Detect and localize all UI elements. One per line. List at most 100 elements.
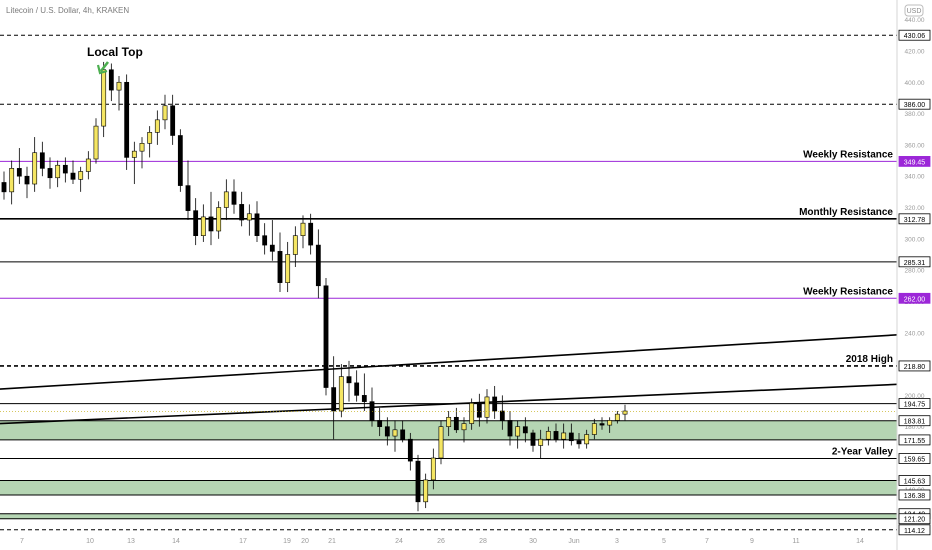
price-tick: 420.00 (905, 48, 925, 55)
currency-label: USD (907, 8, 922, 15)
level-annotation: Weekly Resistance (803, 149, 893, 160)
candle-body (216, 207, 222, 232)
support-zone (0, 513, 897, 519)
candle-body (108, 69, 114, 91)
price-tick: 280.00 (905, 268, 925, 275)
price-label-box (898, 415, 931, 427)
candle-body (423, 479, 429, 503)
currency-badge[interactable] (904, 4, 924, 17)
price-label: 312.78 (904, 217, 926, 224)
price-tick: 360.00 (905, 142, 925, 149)
price-axis-level-labels: 430.06 386.00 349.45 312.78 285.31 262.00 218.… (898, 29, 931, 536)
level-annotation: 2018 High (846, 354, 893, 365)
price-label: 218.80 (904, 364, 926, 371)
candle-body (39, 152, 45, 169)
time-tick: 20 (301, 538, 309, 545)
price-tick: 240.00 (905, 330, 925, 337)
local-top-arrow-icon (99, 61, 110, 72)
price-label: 262.00 (904, 296, 926, 303)
candle-body (346, 376, 352, 384)
candle-body (239, 204, 245, 221)
candle-body (354, 382, 360, 396)
candle-body (331, 387, 337, 412)
candle-body (323, 285, 329, 388)
price-label-box (898, 434, 931, 446)
price-label: 114.12 (904, 528, 925, 535)
price-tick: 380.00 (905, 111, 925, 118)
candle-body (530, 432, 536, 446)
candle-body (430, 457, 436, 481)
level-annotation: 2-Year Valley (832, 447, 894, 458)
candle-body (139, 143, 145, 152)
price-label-box (898, 213, 931, 225)
candle-body (507, 420, 513, 437)
candle-body (446, 416, 452, 427)
candle-body (223, 191, 229, 208)
price-label-box (898, 513, 931, 525)
price-label-box (898, 256, 931, 268)
candle-body (392, 429, 398, 437)
candle-body (591, 423, 597, 435)
candle-body (614, 413, 620, 421)
candle-body (538, 438, 544, 446)
candle-body (384, 426, 390, 437)
price-tick: 400.00 (905, 80, 925, 87)
candle-body (55, 164, 61, 179)
annotations: Local Top189.7301:09:13 (0, 45, 930, 425)
candle-body (246, 213, 252, 221)
candle-body (93, 125, 99, 160)
time-tick: 5 (662, 538, 666, 545)
price-label-box (898, 360, 931, 372)
price-tick: 340.00 (905, 174, 925, 181)
price-label-box (898, 29, 931, 41)
candle-body (292, 235, 298, 255)
time-tick: 11 (792, 538, 799, 545)
price-label-box (898, 453, 931, 464)
price-label: 430.06 (904, 33, 926, 40)
candle-body (24, 175, 30, 185)
candle-body (62, 164, 68, 174)
candle-body (70, 172, 76, 180)
candle-body (131, 150, 137, 158)
candle-body (78, 171, 84, 180)
price-label-box (898, 489, 931, 501)
candle-body (9, 168, 15, 193)
time-tick: 21 (328, 538, 336, 545)
price-label: 183.81 (904, 419, 926, 426)
candle-body (469, 402, 475, 424)
time-tick: 30 (529, 538, 537, 545)
price-label: 171.55 (904, 438, 926, 445)
candle-body (476, 402, 482, 418)
time-tick: 14 (172, 538, 180, 545)
candle-body (124, 81, 130, 158)
time-tick: 28 (479, 538, 487, 545)
candle-body (32, 152, 38, 185)
price-label: 349.45 (904, 159, 926, 166)
candle-body (147, 132, 153, 144)
candle-body (162, 105, 168, 121)
price-label: 145.63 (904, 478, 926, 485)
candle-body (438, 426, 444, 459)
price-label: 194.75 (904, 402, 926, 409)
candle-body (361, 395, 367, 402)
price-label: 121.20 (904, 517, 926, 524)
price-label-box (898, 475, 931, 486)
candle-body (492, 396, 498, 412)
candle-body (553, 431, 559, 440)
candles (1, 61, 628, 512)
price-label: 285.31 (904, 260, 926, 267)
candle-body (607, 420, 613, 426)
time-tick: 13 (127, 538, 135, 545)
price-tick: 180.00 (905, 424, 925, 431)
time-tick: 17 (239, 538, 247, 545)
candle-body (116, 81, 122, 91)
price-label-box (898, 524, 931, 536)
candle-body (515, 426, 521, 437)
candle-body (185, 185, 191, 211)
time-tick: 7 (705, 538, 709, 545)
level-annotation: Monthly Resistance (799, 207, 893, 218)
time-tick: 19 (283, 538, 291, 545)
candle-body (338, 376, 344, 412)
candle-body (622, 410, 628, 415)
